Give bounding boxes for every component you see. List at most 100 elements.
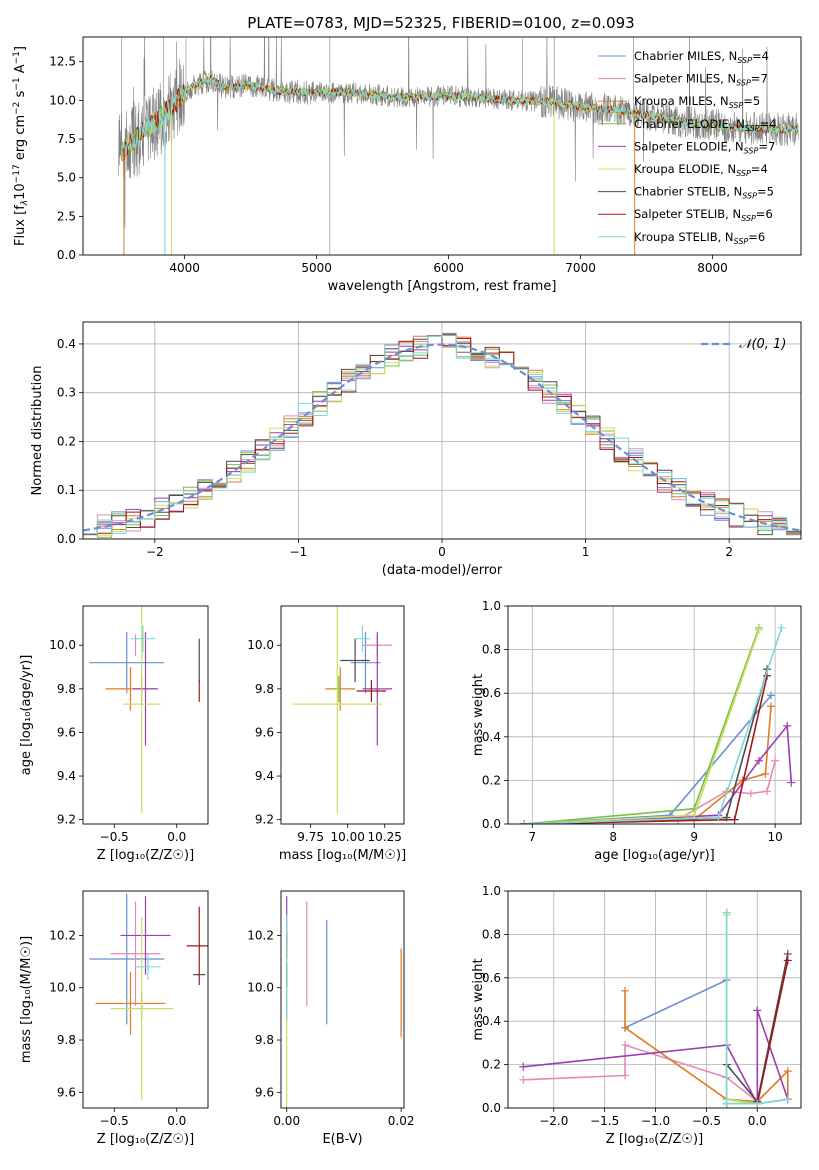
series-line xyxy=(624,990,789,1103)
y-tick-label: 10.0 xyxy=(247,638,274,652)
series-line xyxy=(725,912,788,1105)
plot-frame xyxy=(280,605,405,825)
y-tick-label: 9.8 xyxy=(57,682,76,696)
y-tick-label: 10.0 xyxy=(49,981,76,995)
plot-frame xyxy=(280,890,405,1109)
y-tick-label: 0.3 xyxy=(57,386,76,400)
legend-entry: Chabrier STELIB, NSSP=5 xyxy=(634,185,774,201)
errorbar-point xyxy=(89,893,165,1025)
x-tick-label: 0.00 xyxy=(273,1114,300,1128)
massweight_vs_Z-series xyxy=(519,908,792,1108)
y-tick-label: 9.8 xyxy=(255,682,274,696)
y-axis-label: mass weight xyxy=(471,958,486,1040)
y-tick-label: 0.8 xyxy=(482,927,501,941)
errorbar-point xyxy=(89,632,165,694)
x-tick-label: 0.0 xyxy=(167,830,186,844)
x-axis-label: E(B-V) xyxy=(322,1132,362,1147)
y-axis-label: Normed distribution xyxy=(30,366,45,496)
series-marker xyxy=(767,702,776,711)
y-tick-label: 9.6 xyxy=(57,725,76,739)
legend-entry: Chabrier MILES, NSSP=4 xyxy=(634,49,769,65)
mass_vs_ebv-axes: 0.00 0.02 9.6 9.8 10.0 10.2 E(B-V) xyxy=(247,890,415,1147)
y-tick-label: 0.4 xyxy=(482,1014,501,1028)
gaussian-curve xyxy=(83,343,801,532)
x-tick-label: 6000 xyxy=(433,261,464,275)
x-axis-label: Z [log₁₀(Z/Z☉)] xyxy=(97,848,194,863)
series-marker xyxy=(722,1099,731,1108)
y-tick-label: 0.0 xyxy=(57,532,76,546)
y-tick-label: 12.5 xyxy=(49,55,76,69)
series-marker xyxy=(771,756,780,765)
errorbar-point xyxy=(110,917,173,1101)
y-axis-label: Flux [fλ10−17 erg cm−2 s−1 A−1] xyxy=(12,46,30,246)
x-tick-label: 10.00 xyxy=(331,830,365,844)
y-tick-label: 10.2 xyxy=(247,928,274,942)
series-marker xyxy=(620,986,629,995)
legend-entry: Kroupa MILES, NSSP=5 xyxy=(634,94,760,110)
spectrum-legend: Chabrier MILES, NSSP=4 Salpeter MILES, NS… xyxy=(598,49,776,246)
y-axis-label: mass weight xyxy=(471,674,486,756)
x-tick-label: −1.0 xyxy=(641,1114,670,1128)
x-tick-label: −1 xyxy=(290,545,308,559)
y-tick-label: 7.5 xyxy=(57,132,76,146)
legend-entry: Kroupa ELODIE, NSSP=4 xyxy=(634,162,768,178)
errorbar-point xyxy=(292,606,382,814)
x-axis-label: (data-model)/error xyxy=(382,563,503,578)
spectrum-data xyxy=(118,37,799,255)
errorbar-point xyxy=(135,953,161,980)
x-axis-label: mass [log₁₀(M/M☉)] xyxy=(279,848,406,863)
errorbar-point xyxy=(356,680,387,702)
errorbar-point xyxy=(340,638,370,683)
errorbar-point xyxy=(95,972,166,1035)
x-tick-label: 7000 xyxy=(565,261,596,275)
series-marker xyxy=(783,721,792,730)
y-tick-label: 9.4 xyxy=(57,769,76,783)
y-tick-label: 10.0 xyxy=(49,93,76,107)
x-axis-label: Z [log₁₀(Z/Z☉)] xyxy=(97,1132,194,1147)
y-tick-label: 9.6 xyxy=(255,725,274,739)
histograms xyxy=(83,332,801,538)
series-marker xyxy=(777,623,786,632)
y-tick-label: 10.0 xyxy=(247,981,274,995)
age_vs_Z-axes: −0.5 0.0 9.2 9.4 9.6 9.8 10.0 Z [log₁₀(Z/Z☉)] ag… xyxy=(19,605,209,863)
histogram-step-line xyxy=(83,335,801,535)
series-marker xyxy=(620,1023,629,1032)
y-tick-label: 9.2 xyxy=(57,813,76,827)
spectrum-axes: 4000 5000 6000 7000 8000 0.0 2.5 5.0 7.5 10.0 12.5… xyxy=(12,36,802,294)
legend-entry: Salpeter STELIB, NSSP=6 xyxy=(634,207,773,223)
legend-entry: 𝒩(0, 1) xyxy=(739,337,786,352)
series-marker xyxy=(783,1067,792,1076)
y-tick-label: 0.1 xyxy=(57,483,76,497)
legend-entry: Salpeter ELODIE, NSSP=7 xyxy=(634,139,775,155)
plot-frame xyxy=(507,890,802,1109)
x-tick-label: 8 xyxy=(609,830,617,844)
y-axis-label: age [log₁₀(age/yr)] xyxy=(19,655,34,776)
y-tick-label: 0.2 xyxy=(482,773,501,787)
errorbar-point xyxy=(110,901,161,1007)
y-tick-label: 0.6 xyxy=(482,971,501,985)
x-tick-label: 0 xyxy=(438,545,446,559)
series-marker xyxy=(714,813,723,822)
series-marker xyxy=(620,1071,629,1080)
plot-frame xyxy=(82,605,209,825)
y-axis-label: mass [log₁₀(M/M☉)] xyxy=(19,936,34,1063)
x-tick-label: 5000 xyxy=(301,261,332,275)
series-marker xyxy=(787,778,796,787)
errorbar-point xyxy=(120,896,171,975)
y-tick-label: 9.8 xyxy=(57,1033,76,1047)
plot-frame xyxy=(507,605,802,825)
x-tick-label: −2 xyxy=(146,545,164,559)
x-tick-label: 2 xyxy=(725,545,733,559)
y-tick-label: 9.6 xyxy=(255,1085,274,1099)
errorbar-point xyxy=(334,675,344,702)
y-tick-label: 5.0 xyxy=(57,171,76,185)
model-fit-line xyxy=(120,76,799,158)
x-tick-label: 0.02 xyxy=(388,1114,415,1128)
x-tick-label: −2.0 xyxy=(539,1114,568,1128)
y-tick-label: 0.8 xyxy=(482,643,501,657)
x-axis-label: Z [log₁₀(Z/Z☉)] xyxy=(606,1132,703,1147)
age_vs_mass-errorbars xyxy=(292,606,393,814)
x-tick-label: −0.5 xyxy=(100,1114,129,1128)
